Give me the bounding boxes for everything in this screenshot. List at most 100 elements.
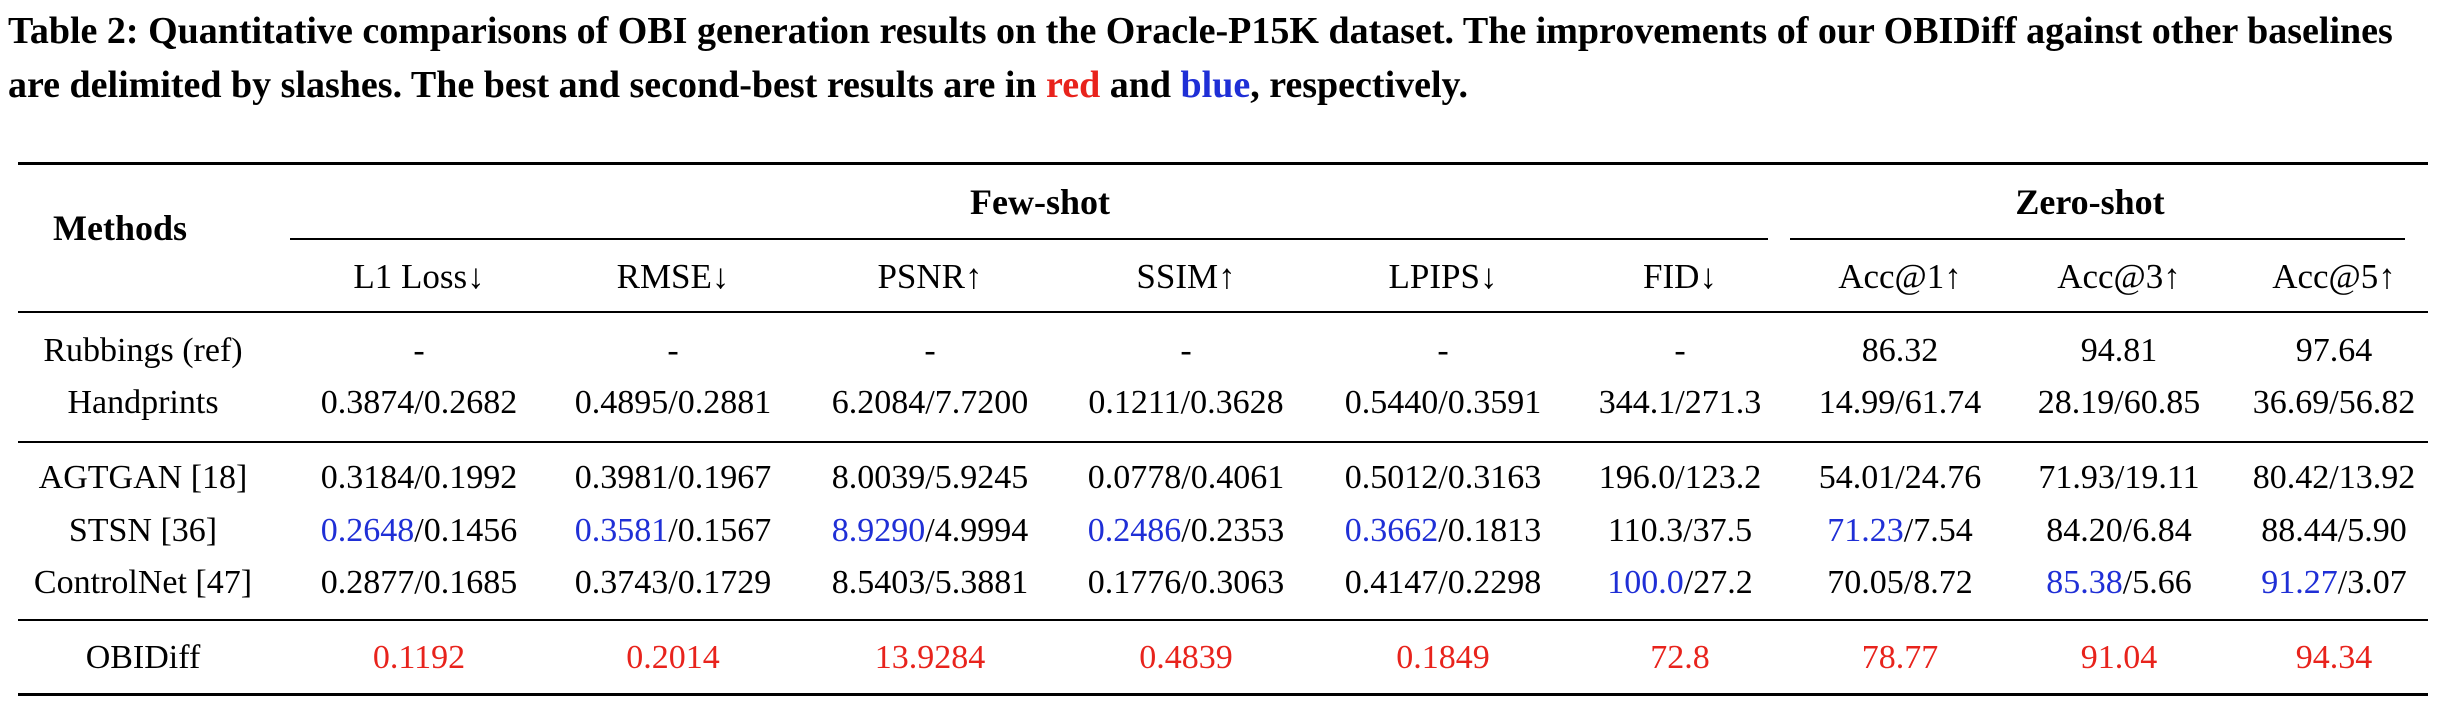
table-cell: - [299, 331, 539, 371]
cell-improvement: /56.82 [2329, 384, 2416, 421]
table-cell: 54.01/24.76 [1780, 458, 2020, 498]
cell-value: 71.23 [1827, 512, 1904, 549]
table-cell: 100.0/27.2 [1560, 563, 1800, 603]
cell-value: 36.69 [2252, 384, 2330, 421]
cell-value: - [1180, 332, 1192, 369]
cell-value: 97.64 [2295, 332, 2373, 369]
cell-value: 70.05 [1827, 564, 1904, 601]
table-cell: 97.64 [2214, 331, 2446, 371]
cell-value: - [924, 332, 936, 369]
table-cell: 0.1776/0.3063 [1066, 563, 1306, 603]
cell-value: 0.4895 [574, 384, 669, 421]
few-shot-header: Few-shot [970, 182, 1110, 222]
cell-value: 88.44 [2261, 512, 2338, 549]
table-cell: 8.0039/5.9245 [810, 458, 1050, 498]
table-cell: 0.3981/0.1967 [553, 458, 793, 498]
table-cell: - [553, 331, 793, 371]
table-cell: - [1323, 331, 1563, 371]
table-cell: 0.4147/0.2298 [1323, 563, 1563, 603]
table-cell: 0.5012/0.3163 [1323, 458, 1563, 498]
column-header: PSNR↑ [877, 257, 983, 296]
caption-and-word: and [1100, 64, 1181, 106]
table-cell: 0.2877/0.1685 [299, 563, 539, 603]
cell-improvement: /0.3591 [1438, 384, 1542, 421]
cell-improvement: /5.90 [2337, 512, 2407, 549]
cell-improvement: /24.76 [1895, 459, 1982, 496]
table-cell: - [1066, 331, 1306, 371]
table-cell: 72.8 [1560, 638, 1800, 678]
cell-value: 0.3662 [1344, 512, 1439, 549]
cell-value: 0.1849 [1396, 639, 1490, 676]
few-shot-cmidrule [290, 238, 1768, 240]
cell-improvement: /27.2 [1683, 564, 1753, 601]
cell-value: 91.27 [2261, 564, 2338, 601]
table-cell: 13.9284 [810, 638, 1050, 678]
cell-value: 0.3743 [574, 564, 669, 601]
cell-value: 0.4147 [1344, 564, 1439, 601]
cell-value: 0.2014 [626, 639, 720, 676]
table-cell: - [810, 331, 1050, 371]
table-cell: 0.5440/0.3591 [1323, 383, 1563, 423]
cell-improvement: /4.9994 [925, 512, 1029, 549]
method-name: AGTGAN [18] [38, 459, 248, 496]
cell-value: - [1437, 332, 1449, 369]
cell-improvement: /0.2298 [1438, 564, 1542, 601]
cell-value: 8.5403 [831, 564, 926, 601]
caption-blue-word: blue [1180, 64, 1251, 106]
table-cell: 0.3662/0.1813 [1323, 511, 1563, 551]
table-caption: Table 2: Quantitative comparisons of OBI… [8, 4, 2438, 112]
cell-value: 0.1192 [372, 639, 466, 676]
cell-value: 0.2648 [320, 512, 415, 549]
cell-value: 14.99 [1818, 384, 1896, 421]
cell-value: 0.3581 [574, 512, 669, 549]
cell-value: 0.1211 [1088, 384, 1181, 421]
cell-value: 72.8 [1650, 639, 1710, 676]
cell-value: - [413, 332, 425, 369]
table-cell: 110.3/37.5 [1560, 511, 1800, 551]
column-header: FID↓ [1643, 257, 1717, 296]
cell-improvement: /0.1967 [668, 459, 772, 496]
cell-improvement: /0.1992 [414, 459, 518, 496]
table-cell: - [1560, 331, 1800, 371]
table-cell: 0.0778/0.4061 [1066, 458, 1306, 498]
cell-improvement: /0.1685 [414, 564, 518, 601]
cell-improvement: /0.2682 [414, 384, 518, 421]
baseline-rule [18, 441, 2428, 443]
table-cell: 196.0/123.2 [1560, 458, 1800, 498]
table-cell: 14.99/61.74 [1780, 383, 2020, 423]
table-cell: 28.19/60.85 [1999, 383, 2239, 423]
cell-improvement: /0.4061 [1181, 459, 1285, 496]
cell-value: 0.0778 [1087, 459, 1182, 496]
cell-value: 28.19 [2037, 384, 2115, 421]
cell-improvement: /0.3063 [1181, 564, 1285, 601]
table-cell: 86.32 [1780, 331, 2020, 371]
column-header: Acc@5↑ [2272, 257, 2396, 296]
table-cell: 0.2486/0.2353 [1066, 511, 1306, 551]
cell-value: 100.0 [1607, 564, 1684, 601]
table-cell: 94.34 [2214, 638, 2446, 678]
cell-value: 0.3874 [320, 384, 415, 421]
column-header: SSIM↑ [1136, 257, 1236, 296]
table-cell: 91.27/3.07 [2214, 563, 2446, 603]
cell-value: 54.01 [1818, 459, 1896, 496]
table-cell: 0.2014 [553, 638, 793, 678]
top-rule [18, 162, 2428, 165]
cell-value: 196.0 [1598, 459, 1676, 496]
header-rule [18, 311, 2428, 313]
table-cell: 0.1211/0.3628 [1066, 383, 1306, 423]
method-name: Rubbings (ref) [43, 332, 243, 369]
cell-improvement: /5.66 [2122, 564, 2192, 601]
caption-suffix: , respectively. [1250, 64, 1468, 106]
table-cell: 91.04 [1999, 638, 2239, 678]
cell-value: 13.9284 [874, 639, 986, 676]
table-cell: 0.1849 [1323, 638, 1563, 678]
method-name: Handprints [67, 384, 219, 421]
table-cell: 80.42/13.92 [2214, 458, 2446, 498]
cell-value: 86.32 [1861, 332, 1939, 369]
cell-value: 94.34 [2295, 639, 2373, 676]
table-cell: 88.44/5.90 [2214, 511, 2446, 551]
cell-value: 6.2084 [831, 384, 926, 421]
cell-improvement: /5.9245 [925, 459, 1029, 496]
cell-improvement: /7.54 [1903, 512, 1973, 549]
methods-header: Methods [53, 208, 187, 248]
